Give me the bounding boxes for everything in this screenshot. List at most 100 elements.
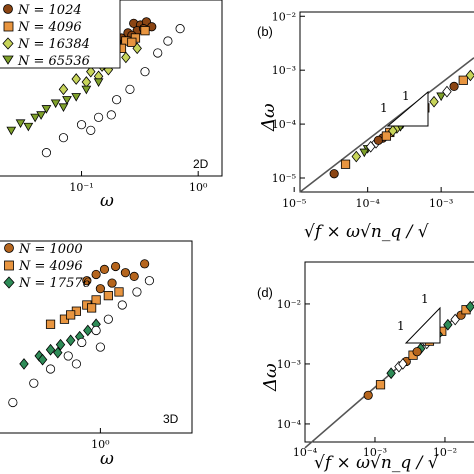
x-tick-label: 10⁻⁴ bbox=[293, 446, 318, 459]
data-point bbox=[114, 287, 124, 297]
data-point bbox=[465, 300, 474, 313]
panel-b-slope-triangle bbox=[386, 90, 429, 127]
data-point bbox=[50, 99, 61, 109]
data-point bbox=[37, 353, 48, 366]
data-point bbox=[449, 81, 459, 92]
data-point bbox=[465, 69, 474, 82]
legend-label-1000: N = 1000 bbox=[18, 242, 83, 257]
y-tick-label: 10⁻³ bbox=[272, 64, 296, 77]
x-tick-label: 10⁰ bbox=[189, 181, 208, 194]
data-point bbox=[8, 397, 18, 408]
legend-label-4096: N = 4096 bbox=[17, 20, 82, 35]
data-point bbox=[125, 84, 135, 94]
legend-marker-1000 bbox=[4, 243, 14, 253]
legend-marker-17576 bbox=[3, 276, 15, 289]
y-tick-label: 10⁻⁴ bbox=[277, 418, 302, 431]
data-point bbox=[45, 364, 56, 374]
data-point bbox=[386, 367, 396, 380]
data-point bbox=[99, 264, 110, 274]
data-point bbox=[127, 37, 137, 47]
panel-a-legend-box bbox=[0, 0, 121, 69]
data-point bbox=[120, 268, 131, 278]
data-point bbox=[87, 303, 97, 313]
data-point bbox=[103, 291, 113, 301]
data-point bbox=[140, 67, 150, 77]
panel-a-xticks: 10⁻¹ 10⁰ bbox=[69, 171, 208, 194]
panel-b-ticks: 10⁻⁵ 10⁻⁴ 10⁻³ 10⁻⁵ 10⁻⁴ 10⁻³ 10⁻² bbox=[272, 10, 453, 210]
data-point bbox=[412, 347, 422, 357]
data-point bbox=[381, 131, 392, 141]
panel-b-fit-line bbox=[299, 57, 474, 193]
data-point bbox=[45, 343, 56, 356]
data-point bbox=[91, 325, 101, 336]
legend-label-16384: N = 16384 bbox=[17, 37, 90, 52]
y-tick-label: 10⁻⁴ bbox=[272, 118, 297, 131]
data-point bbox=[132, 287, 142, 297]
data-point bbox=[129, 271, 139, 281]
data-point bbox=[436, 92, 447, 102]
panel-c-tag: 3D bbox=[163, 412, 179, 426]
x-tick-label: 10⁻⁵ bbox=[282, 197, 306, 210]
data-point bbox=[41, 148, 52, 158]
data-point bbox=[58, 103, 69, 113]
x-tick-label: 10⁰ bbox=[91, 438, 110, 451]
legend-marker-4096 bbox=[3, 21, 14, 32]
data-point bbox=[95, 342, 105, 352]
panel-d-label: (d) bbox=[257, 285, 273, 300]
panel-d-ylabel: Δω bbox=[260, 363, 281, 392]
data-point bbox=[140, 259, 150, 269]
panel-b-slope-side: 1 bbox=[380, 101, 388, 115]
data-point bbox=[132, 42, 142, 55]
panel-d-points bbox=[363, 300, 474, 400]
data-point bbox=[107, 278, 117, 288]
panel-a-axes bbox=[0, 0, 223, 177]
data-point bbox=[6, 126, 17, 136]
data-point bbox=[71, 73, 81, 85]
legend-marker-1024 bbox=[3, 4, 13, 14]
data-point bbox=[121, 51, 131, 64]
data-point bbox=[65, 334, 76, 347]
data-point bbox=[93, 78, 104, 88]
panel-d: (d) Δω 10⁻⁴ 10⁻³ 10⁻² 10⁻⁴ 10⁻³ 10⁻² 1 1 √f ×… bbox=[257, 261, 474, 473]
data-point bbox=[340, 159, 351, 169]
data-point bbox=[36, 111, 46, 120]
y-tick-label: 10⁻⁵ bbox=[272, 172, 296, 185]
data-point bbox=[58, 83, 69, 96]
data-point bbox=[23, 122, 34, 132]
y-tick-label: 10⁻³ bbox=[277, 358, 301, 371]
data-point bbox=[106, 110, 116, 120]
x-tick-label: 10⁻¹ bbox=[69, 181, 93, 194]
data-point bbox=[91, 269, 101, 280]
data-point bbox=[163, 36, 173, 46]
data-point bbox=[95, 284, 105, 294]
panel-c-legend: N = 1000 N = 4096 N = 17576 bbox=[3, 242, 91, 291]
panel-c: 10⁰ N = 1000 N = 4096 N = 17576 3D ω bbox=[0, 240, 193, 469]
data-point bbox=[458, 75, 468, 85]
panel-c-points bbox=[8, 259, 155, 408]
panel-d-ticks: 10⁻⁴ 10⁻³ 10⁻² 10⁻⁴ 10⁻³ 10⁻² bbox=[277, 298, 457, 459]
data-point bbox=[365, 140, 376, 153]
data-point bbox=[388, 124, 398, 137]
panel-d-slope-top: 1 bbox=[421, 292, 429, 306]
legend-marker-16384 bbox=[2, 37, 14, 50]
data-point bbox=[77, 337, 87, 348]
data-point bbox=[45, 319, 56, 329]
data-point bbox=[375, 380, 386, 390]
data-point bbox=[86, 125, 96, 135]
data-point bbox=[359, 148, 370, 158]
panel-c-xticks: 10⁰ bbox=[91, 428, 110, 451]
data-point bbox=[86, 65, 96, 78]
legend-marker-4096-3d bbox=[4, 260, 14, 271]
data-point bbox=[398, 358, 408, 370]
x-tick-label: 10⁻² bbox=[433, 446, 457, 459]
data-point bbox=[91, 295, 101, 305]
data-point bbox=[66, 310, 76, 320]
data-point bbox=[363, 390, 373, 400]
data-point bbox=[76, 120, 87, 130]
data-point bbox=[175, 24, 185, 34]
data-point bbox=[442, 85, 452, 98]
data-point bbox=[30, 113, 41, 123]
data-point bbox=[62, 96, 72, 105]
data-point bbox=[81, 76, 92, 88]
data-point bbox=[83, 324, 93, 337]
